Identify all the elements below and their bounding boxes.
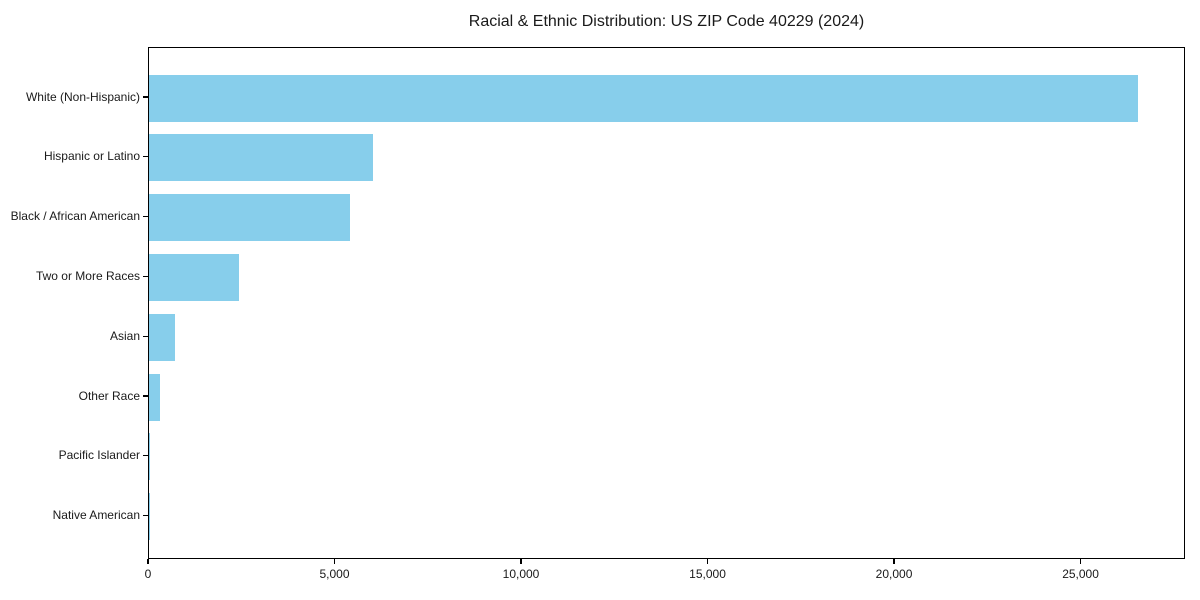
x-tick-mark — [706, 559, 709, 564]
bar — [149, 253, 239, 301]
y-tick-label: Two or More Races — [35, 268, 140, 283]
y-tick-mark — [143, 156, 148, 158]
bar — [149, 433, 150, 481]
y-tick-label: Native American — [52, 508, 140, 523]
y-tick-mark — [143, 215, 148, 218]
y-tick-mark — [143, 96, 148, 98]
y-tick-label: Pacific Islander — [58, 448, 140, 463]
x-tick-label: 25,000 — [1062, 567, 1099, 581]
x-tick-mark — [333, 559, 336, 564]
bar — [149, 194, 351, 242]
y-tick-label: Asian — [109, 328, 140, 343]
y-tick-mark — [143, 275, 148, 278]
bar — [149, 134, 373, 182]
y-tick-label: Other Race — [78, 388, 140, 403]
plot-area — [148, 47, 1185, 559]
y-tick-mark — [143, 514, 148, 517]
bar — [149, 313, 176, 361]
y-tick-mark — [143, 395, 148, 397]
x-tick-label: 15,000 — [689, 567, 726, 581]
x-tick-mark — [147, 559, 149, 564]
x-tick-label: 0 — [144, 567, 152, 581]
chart-title: Racial & Ethnic Distribution: US ZIP Cod… — [468, 13, 865, 30]
x-tick-mark — [1079, 559, 1082, 564]
y-tick-label: Hispanic or Latino — [43, 149, 140, 164]
y-tick-label: White (Non-Hispanic) — [25, 89, 140, 104]
bar — [149, 373, 161, 421]
x-tick-label: 10,000 — [502, 567, 540, 581]
x-tick-label: 5,000 — [319, 567, 350, 581]
y-tick-mark — [143, 455, 148, 457]
y-tick-mark — [143, 335, 148, 337]
x-tick-mark — [893, 559, 895, 564]
x-tick-mark — [520, 559, 522, 564]
x-tick-label: 20,000 — [875, 567, 913, 581]
bar — [149, 74, 1138, 122]
y-tick-label: Black / African American — [10, 209, 140, 224]
